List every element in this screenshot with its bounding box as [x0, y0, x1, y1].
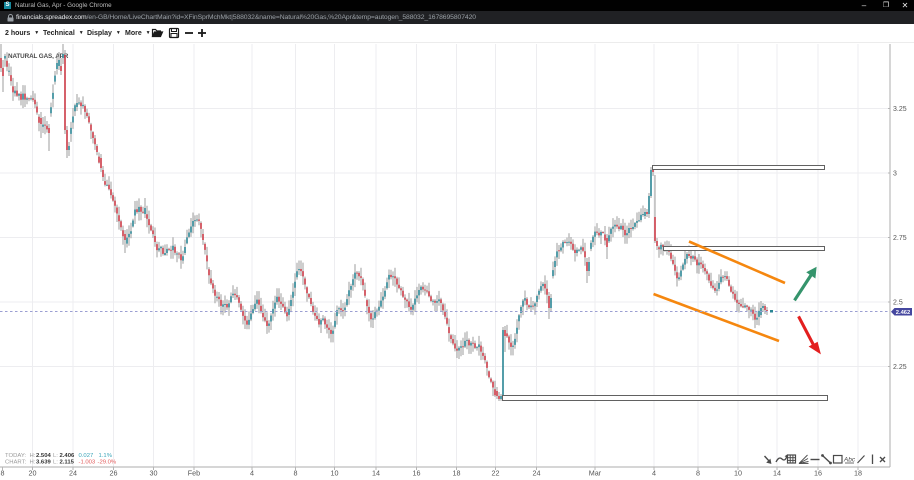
svg-text:14: 14 [372, 469, 380, 478]
svg-text:2.5: 2.5 [893, 300, 903, 307]
svg-text:-29.0%: -29.0% [98, 460, 117, 466]
svg-text:2.75: 2.75 [893, 235, 907, 242]
svg-text:L:: L: [53, 460, 58, 466]
svg-text:3.25: 3.25 [893, 106, 907, 113]
svg-text:Abc: Abc [843, 457, 856, 464]
svg-text:H:: H: [30, 460, 36, 466]
svg-text:-1.003: -1.003 [79, 460, 96, 466]
svg-text:3.639: 3.639 [36, 460, 51, 466]
svg-text:8: 8 [294, 469, 298, 478]
svg-text:10: 10 [734, 469, 742, 478]
svg-text:26: 26 [110, 469, 118, 478]
svg-text:24: 24 [533, 469, 541, 478]
svg-text:30: 30 [150, 469, 158, 478]
svg-text:4: 4 [250, 469, 254, 478]
svg-text:3: 3 [893, 171, 897, 178]
svg-text:18: 18 [453, 469, 461, 478]
svg-text:1.1%: 1.1% [99, 453, 113, 459]
svg-text:14: 14 [773, 469, 781, 478]
svg-text:8: 8 [1, 469, 5, 478]
svg-text:NATURAL GAS, APR: NATURAL GAS, APR [8, 53, 69, 60]
svg-text:10: 10 [331, 469, 339, 478]
svg-text:0.027: 0.027 [79, 453, 94, 459]
svg-text:Mar: Mar [589, 469, 602, 478]
svg-text:TODAY:: TODAY: [5, 453, 26, 459]
svg-text:L:: L: [53, 453, 58, 459]
svg-text:2.406: 2.406 [60, 453, 75, 459]
svg-text:22: 22 [492, 469, 500, 478]
svg-text:2.504: 2.504 [36, 453, 51, 459]
svg-text:8: 8 [696, 469, 700, 478]
svg-text:2.25: 2.25 [893, 364, 907, 371]
svg-text:4: 4 [652, 469, 656, 478]
svg-text:16: 16 [413, 469, 421, 478]
svg-text:16: 16 [814, 469, 822, 478]
svg-text:2.462: 2.462 [896, 310, 911, 316]
svg-text:2.115: 2.115 [60, 460, 75, 466]
svg-text:CHART:: CHART: [5, 460, 27, 466]
svg-text:Feb: Feb [188, 469, 200, 478]
svg-text:18: 18 [854, 469, 862, 478]
svg-text:H:: H: [30, 453, 36, 459]
svg-text:24: 24 [69, 469, 77, 478]
svg-text:20: 20 [29, 469, 37, 478]
